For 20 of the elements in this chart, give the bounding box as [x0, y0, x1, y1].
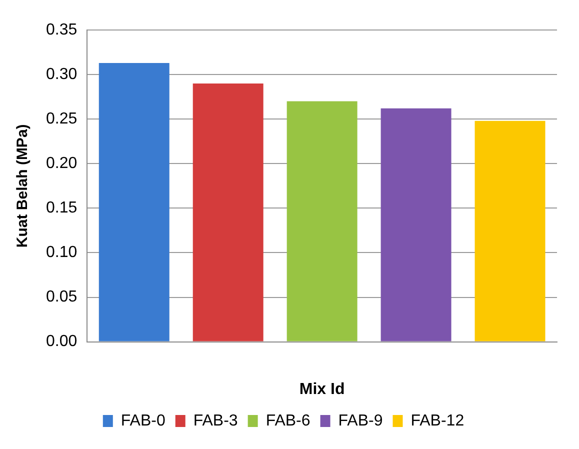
legend-label: FAB-3 — [193, 412, 238, 430]
bar — [98, 62, 170, 342]
y-tick-label: 0.20 — [46, 155, 78, 172]
bar — [192, 83, 264, 342]
y-tick-label: 0.35 — [46, 21, 78, 38]
y-tick-label: 0.25 — [46, 110, 78, 128]
y-tick-label: 0.00 — [46, 333, 78, 350]
bar — [286, 101, 358, 342]
legend-label: FAB-0 — [120, 412, 166, 430]
x-axis-title: Mix Id — [299, 380, 345, 398]
y-tick-label: 0.15 — [46, 200, 78, 217]
y-tick-label: 0.10 — [46, 244, 78, 262]
y-tick-label: 0.05 — [46, 288, 78, 306]
legend-label: FAB-6 — [266, 412, 310, 430]
legend-label: FAB-9 — [338, 412, 383, 430]
legend-label: FAB-12 — [410, 412, 464, 430]
y-tick-label: 0.30 — [46, 66, 78, 83]
y-axis-title: Kuat Belah (MPa) — [14, 124, 32, 248]
bar — [380, 108, 452, 342]
bar — [474, 120, 546, 342]
